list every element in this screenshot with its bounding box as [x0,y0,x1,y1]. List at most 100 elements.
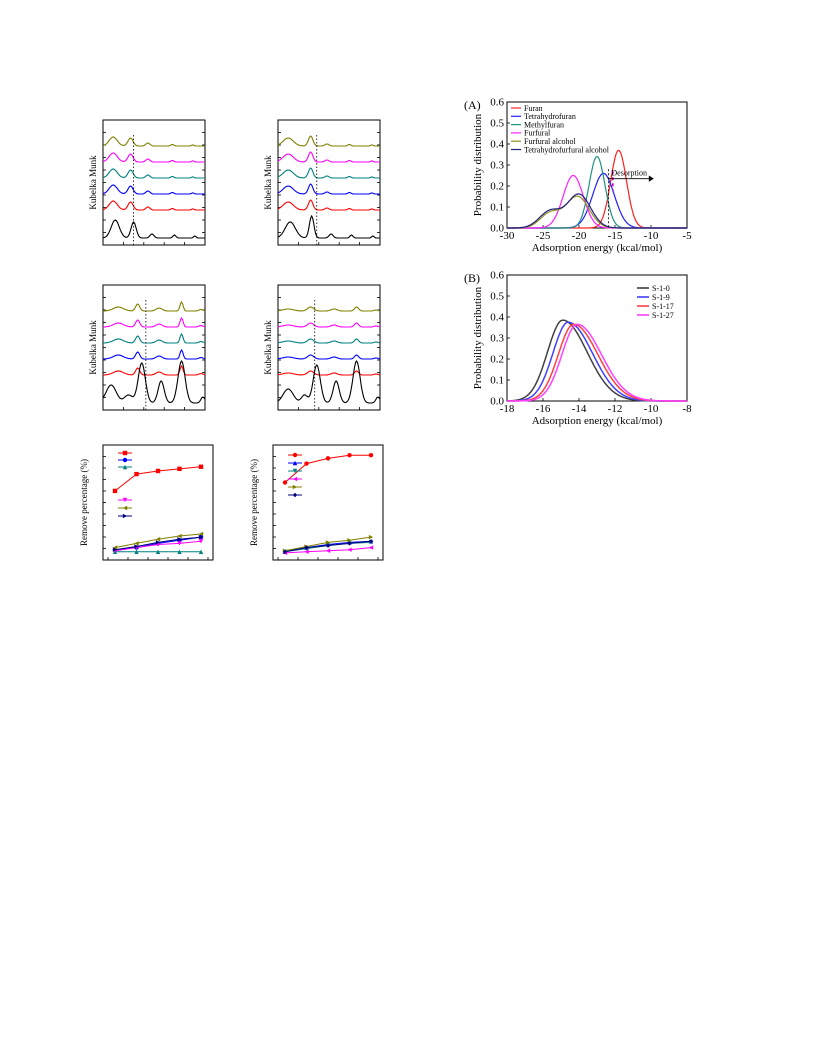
spectrum-line [102,219,205,239]
spectrum-line [102,348,206,360]
data-point [134,544,139,549]
data-point [155,549,161,554]
spectrum-line [102,364,206,376]
legend-marker [292,476,298,482]
y-axis-label: Kubelka Munk [263,155,273,210]
y-tick-label: 0.0 [490,396,504,408]
data-point [177,537,182,542]
y-tick-label: 0.6 [490,97,504,109]
spectrum-line [277,359,381,404]
y-axis-label: Probability distribution [472,286,484,389]
y-tick-label: 0.3 [490,160,504,172]
x-tick-label: -18 [500,403,515,415]
x-tick-label: -30 [500,230,515,242]
x-tick-label: -12 [608,403,623,415]
series-curve [507,323,687,402]
series-curve [507,149,687,229]
x-axis-label: Adsorption energy (kcal/mol) [532,415,663,427]
data-point [198,539,204,544]
data-point [347,547,352,552]
spectrum-line [102,168,205,179]
y-tick-label: 0.4 [490,139,504,151]
x-tick-label: -20 [572,230,587,242]
legend-label: Furfural alcohol [524,137,577,146]
x-tick-label: -14 [572,403,587,415]
spectra-panel-2: Kubelka Munk [263,119,381,246]
series-curve [507,321,687,402]
x-tick-label: -16 [536,403,551,415]
adsorption-chart-a: -30 -25 -20 -15 -10 -5 0.0 0.1 0.2 0.3 0.4 0.5 0.6 Ad… [464,97,692,255]
data-point [198,531,204,537]
data-point [198,549,204,554]
data-point [368,534,374,540]
spectrum-line [277,370,381,376]
spectrum-line [277,214,380,239]
spectra-panel-1: Kubelka Munk [88,119,206,246]
data-point [112,547,118,552]
plot-frame [102,284,206,411]
data-point [347,453,352,458]
legend-marker [292,492,298,498]
data-point [134,541,139,546]
plot-frame [277,119,381,246]
y-tick-label: 0.4 [490,312,504,324]
spectrum-line [277,199,380,211]
spectrum-line [277,167,380,179]
x-tick-label: -10 [644,403,659,415]
x-tick-label: -25 [536,230,551,242]
legend-marker [122,497,128,503]
data-point [177,549,182,554]
y-axis-label: Kubelka Munk [88,320,98,375]
y-tick-label: 0.2 [490,354,504,366]
data-point [325,540,331,545]
data-point [198,464,204,469]
legend-marker [122,505,128,511]
y-tick-label: 0.5 [490,291,504,303]
data-point [112,545,118,550]
legend-marker [292,468,298,474]
series-curve [507,193,687,229]
y-axis-label: Kubelka Munk [88,155,98,210]
spectrum-line [102,359,206,404]
desorption-arrowhead [648,175,654,182]
spectrum-line [277,338,381,344]
panel-label: (A) [464,98,481,112]
y-tick-label: 0.1 [490,202,504,214]
data-point [347,538,352,543]
spectrum-line [277,306,381,312]
data-point [134,471,139,477]
spectrum-line [277,354,381,360]
data-point [368,545,374,550]
legend-marker [292,452,298,458]
x-tick-label: -10 [644,230,659,242]
data-point [304,461,309,466]
data-point [155,540,161,545]
x-tick-label: -15 [608,230,623,242]
y-tick-label: 0.6 [490,270,504,282]
y-tick-label: 0.2 [490,181,504,193]
spectrum-line [277,322,381,328]
data-point [368,453,374,458]
spectra-panel-3: Kubelka Munk [88,284,206,411]
legend-marker [122,457,128,463]
spectrum-line [102,332,206,344]
legend-label: S-1-27 [652,311,674,320]
data-point [325,548,331,553]
data-point [155,468,161,474]
y-tick-label: 0.1 [490,375,504,387]
y-tick-label: 0.0 [490,223,504,235]
data-point [304,549,309,554]
spectrum-line [102,152,205,163]
spectrum-line [277,135,380,147]
data-point [282,480,288,485]
spectrum-line [277,183,380,195]
desorption-label: Desorption [611,169,647,178]
y-axis-label: Probability distribution [472,113,484,216]
data-point [112,488,118,494]
spectrum-line [102,316,206,328]
legend-marker [292,484,298,490]
adsorption-chart-b: -18 -16 -14 -12 -10 -8 0.0 0.1 0.2 0.3 0.4 0.5 0.6 Ad… [464,270,692,428]
y-axis-label: Kubelka Munk [263,320,273,375]
legend-label: Furfural [524,129,551,138]
spectrum-line [102,136,205,147]
